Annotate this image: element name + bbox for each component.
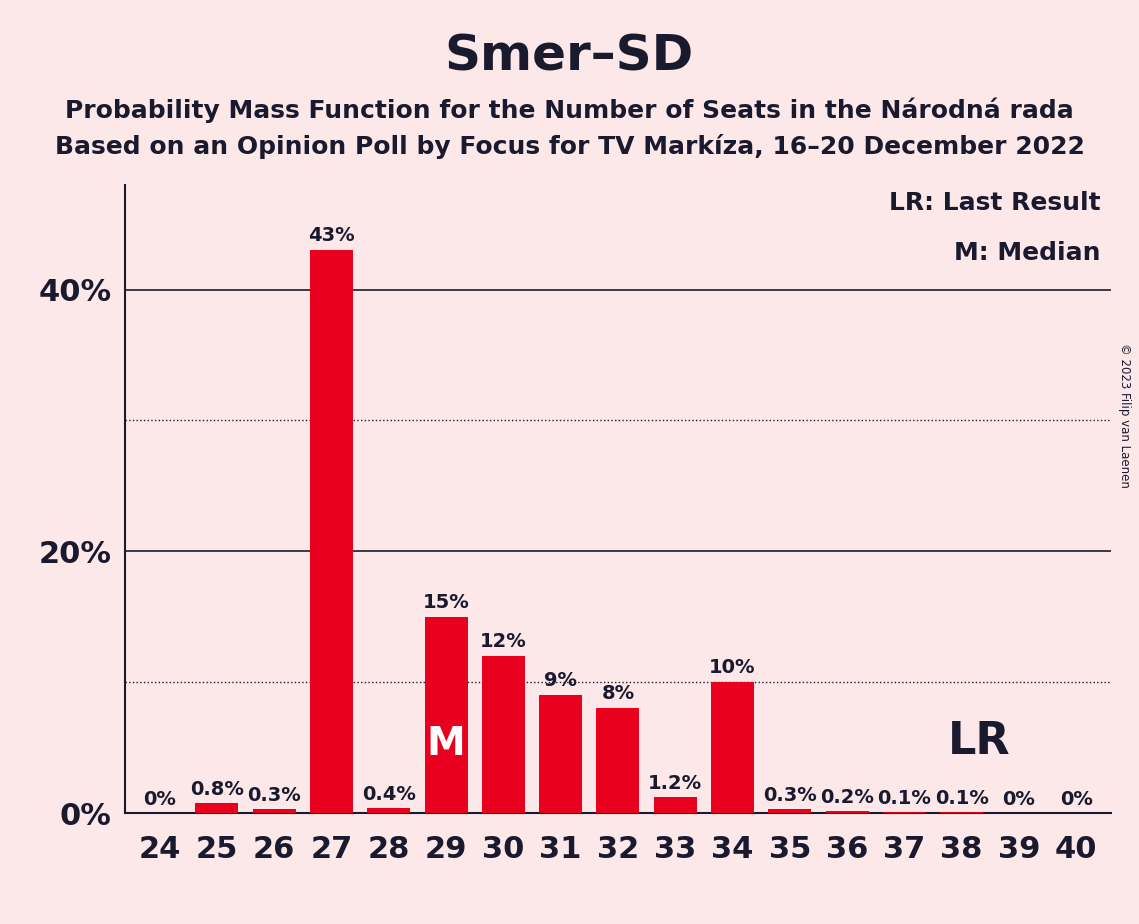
Bar	[769, 809, 811, 813]
Text: 0%: 0%	[1002, 790, 1035, 809]
Text: 0.1%: 0.1%	[935, 789, 989, 808]
Text: 0.3%: 0.3%	[247, 786, 301, 805]
Text: Probability Mass Function for the Number of Seats in the Národná rada: Probability Mass Function for the Number…	[65, 97, 1074, 123]
Text: M: M	[427, 725, 466, 763]
Bar	[253, 809, 296, 813]
Bar	[940, 812, 983, 813]
Text: 0.4%: 0.4%	[362, 785, 416, 804]
Text: 0.8%: 0.8%	[190, 780, 244, 798]
Text: © 2023 Filip van Laenen: © 2023 Filip van Laenen	[1118, 344, 1131, 488]
Bar	[196, 803, 238, 813]
Text: 10%: 10%	[710, 658, 755, 677]
Text: 0.3%: 0.3%	[763, 786, 817, 805]
Text: 9%: 9%	[544, 671, 577, 690]
Text: 8%: 8%	[601, 684, 634, 703]
Text: 0.2%: 0.2%	[820, 787, 874, 807]
Bar	[711, 682, 754, 813]
Text: 0%: 0%	[1059, 790, 1092, 809]
Text: LR: LR	[948, 720, 1010, 762]
Bar	[826, 810, 869, 813]
Text: M: Median: M: Median	[954, 241, 1100, 265]
Bar	[883, 812, 926, 813]
Text: 1.2%: 1.2%	[648, 774, 703, 794]
Text: 12%: 12%	[480, 632, 526, 650]
Text: LR: Last Result: LR: Last Result	[890, 191, 1100, 215]
Bar	[367, 808, 410, 813]
Bar	[597, 709, 639, 813]
Text: Smer–SD: Smer–SD	[445, 32, 694, 80]
Bar	[654, 797, 697, 813]
Bar	[310, 250, 353, 813]
Bar	[482, 656, 525, 813]
Text: 0%: 0%	[144, 790, 177, 809]
Text: 0.1%: 0.1%	[877, 789, 932, 808]
Bar	[425, 617, 467, 813]
Text: 15%: 15%	[423, 592, 469, 612]
Text: Based on an Opinion Poll by Focus for TV Markíza, 16–20 December 2022: Based on an Opinion Poll by Focus for TV…	[55, 134, 1084, 159]
Bar	[539, 695, 582, 813]
Text: 43%: 43%	[309, 226, 355, 245]
